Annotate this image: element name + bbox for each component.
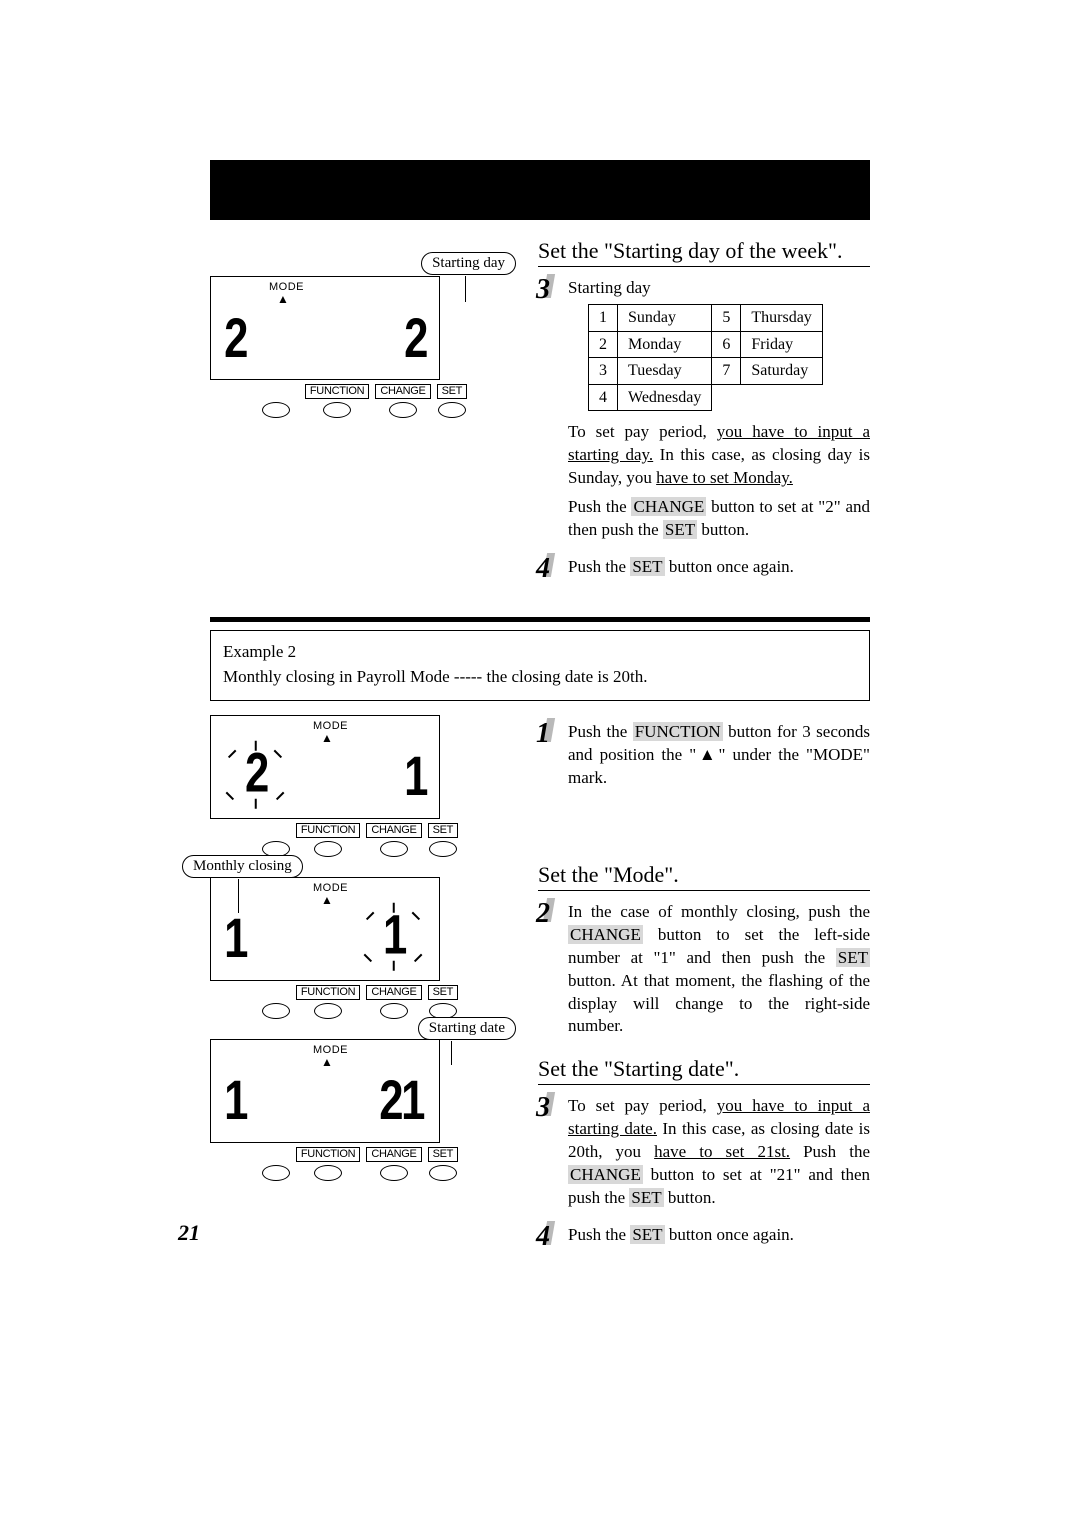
function-button-label: FUNCTION [305, 384, 369, 399]
step-number: 3 [536, 271, 550, 309]
lcd-right-digit: 1 [404, 743, 426, 808]
step-number: 3 [536, 1089, 550, 1127]
step-3-bottom: 3 To set pay period, you have to input a… [538, 1095, 870, 1210]
step-2-bottom: 2 In the case of monthly closing, push t… [538, 901, 870, 1039]
bottom-section: MODE ▲ 2 1 FUNCTION CHANGE [210, 715, 870, 1261]
change-button-label: CHANGE [366, 823, 421, 838]
lcd-left-digit: 1 [224, 905, 246, 970]
change-button-label: CHANGE [366, 985, 421, 1000]
set-button-label: SET [437, 384, 468, 399]
button-row: FUNCTION CHANGE SET [210, 985, 510, 1019]
page-number: 21 [178, 1220, 200, 1246]
set-button-label: SET [428, 985, 459, 1000]
header-black-bar [210, 160, 870, 220]
lcd-display-2: MODE ▲ 2 1 FUNCTION CHANGE [210, 715, 510, 857]
flashing-digit: 2 [221, 741, 291, 811]
lcd-right-digit: 2 [404, 305, 426, 370]
lcd-display-3: Monthly closing MODE ▲ 1 1 [210, 877, 510, 1019]
button-row: FUNCTION CHANGE SET [210, 1147, 510, 1181]
step-number: 2 [536, 895, 550, 933]
days-table: 1Sunday 5Thursday 2Monday 6Friday 3Tuesd… [588, 304, 823, 411]
step-4-top: 4 Push the SET button once again. [538, 556, 870, 579]
flashing-digit: 1 [359, 903, 429, 973]
step-1-bottom: 1 Push the FUNCTION button for 3 seconds… [538, 721, 870, 790]
callout-starting-day: Starting day [421, 252, 516, 275]
lcd-display-1: Starting day MODE ▲ 2 2 FUNCTION CHANGE … [210, 276, 510, 418]
section-title-starting-date: Set the "Starting date". [538, 1056, 870, 1085]
section-title-mode: Set the "Mode". [538, 862, 870, 891]
lcd-left-digit: 2 [224, 305, 246, 370]
example-body: Monthly closing in Payroll Mode ----- th… [223, 664, 857, 690]
step3-para2: Push the CHANGE button to set at "2" and… [568, 496, 870, 542]
lcd-right-digits: 21 [373, 1067, 429, 1132]
change-button-label: CHANGE [375, 384, 430, 399]
callout-monthly-closing: Monthly closing [182, 855, 303, 878]
example-box: Example 2 Monthly closing in Payroll Mod… [210, 630, 870, 701]
step-number: 4 [536, 1218, 550, 1256]
example-title: Example 2 [223, 639, 857, 665]
step-3-top: 3 Starting day 1Sunday 5Thursday 2Monday… [538, 277, 870, 542]
step-number: 1 [536, 715, 550, 753]
step-4-bottom: 4 Push the SET button once again. [538, 1224, 870, 1247]
function-button-label: FUNCTION [296, 823, 360, 838]
manual-page: Starting day MODE ▲ 2 2 FUNCTION CHANGE … [210, 160, 870, 1261]
function-button-label: FUNCTION [296, 985, 360, 1000]
lcd-display-4: Starting date MODE ▲ 1 21 FUNCTION CHAN [210, 1039, 510, 1181]
button-row: FUNCTION CHANGE SET [210, 384, 510, 418]
callout-starting-date: Starting date [418, 1017, 516, 1040]
top-section: Starting day MODE ▲ 2 2 FUNCTION CHANGE … [210, 238, 870, 593]
change-button-label: CHANGE [366, 1147, 421, 1162]
set-button-label: SET [428, 1147, 459, 1162]
section-title-starting-day: Set the "Starting day of the week". [538, 238, 870, 267]
lcd-left-digit: 1 [224, 1067, 246, 1132]
step3-para1: To set pay period, you have to input a s… [568, 421, 870, 490]
step-number: 4 [536, 550, 550, 588]
set-button-label: SET [428, 823, 459, 838]
step3-label: Starting day [568, 278, 651, 297]
divider [210, 617, 870, 622]
function-button-label: FUNCTION [296, 1147, 360, 1162]
button-row: FUNCTION CHANGE SET [210, 823, 510, 857]
